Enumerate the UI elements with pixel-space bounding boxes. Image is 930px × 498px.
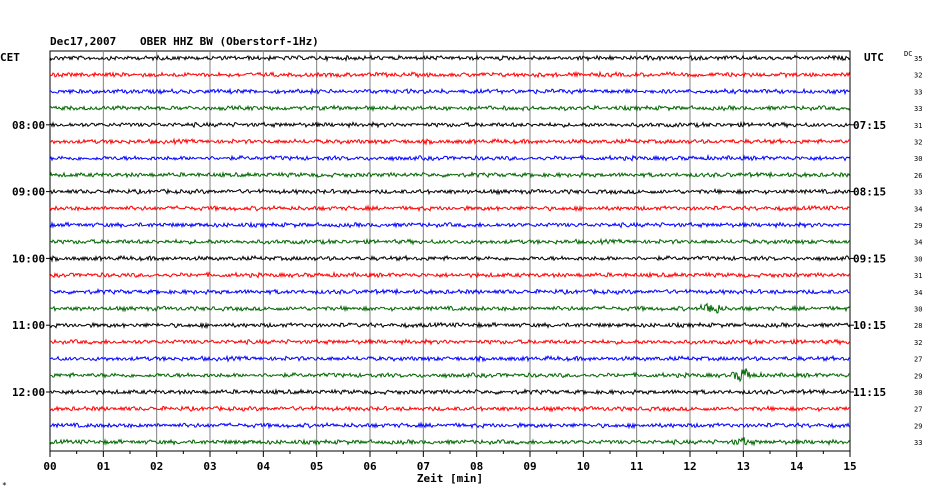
left-hour-label: 10:00 bbox=[12, 252, 45, 265]
seismic-trace bbox=[49, 70, 851, 79]
x-axis-label: Zeit [min] bbox=[417, 472, 483, 485]
dc-offset-label: 30 bbox=[914, 389, 922, 397]
dc-offset-label: 33 bbox=[914, 439, 922, 447]
x-tick-label: 02 bbox=[150, 460, 163, 473]
x-tick-label: 10 bbox=[577, 460, 590, 473]
dc-offset-label: 28 bbox=[914, 322, 922, 330]
label-layer: Dec17,2007 OBER HHZ BW (Oberstorf-1Hz) C… bbox=[0, 35, 922, 490]
dc-offset-label: 33 bbox=[914, 189, 922, 197]
seismic-trace bbox=[49, 321, 851, 330]
left-hour-label: 12:00 bbox=[12, 386, 45, 399]
dc-offset-label: 35 bbox=[914, 55, 922, 63]
right-hour-label: 10:15 bbox=[853, 319, 886, 332]
grid-layer bbox=[46, 50, 854, 457]
seismic-trace bbox=[49, 237, 851, 246]
dc-offset-label: 31 bbox=[914, 272, 922, 280]
seismic-trace bbox=[49, 120, 851, 129]
trace-layer bbox=[49, 54, 851, 447]
seismic-trace bbox=[49, 287, 851, 296]
header-date: Dec17,2007 bbox=[50, 35, 116, 48]
left-hour-label: 09:00 bbox=[12, 186, 45, 199]
x-tick-label: 12 bbox=[683, 460, 696, 473]
seismic-trace bbox=[49, 337, 851, 346]
footer-mark: * bbox=[2, 481, 7, 490]
seismic-trace bbox=[49, 254, 851, 263]
left-timezone: CET bbox=[0, 51, 20, 64]
x-tick-label: 03 bbox=[203, 460, 216, 473]
seismic-trace bbox=[49, 87, 851, 96]
header-station: OBER HHZ BW (Oberstorf-1Hz) bbox=[140, 35, 319, 48]
seismic-trace bbox=[49, 54, 851, 63]
seismic-trace bbox=[49, 302, 851, 314]
dc-offset-label: 31 bbox=[914, 122, 922, 130]
x-tick-label: 08 bbox=[470, 460, 483, 473]
right-hour-label: 11:15 bbox=[853, 386, 886, 399]
seismic-trace bbox=[49, 153, 851, 162]
right-timezone: UTC bbox=[864, 51, 884, 64]
x-tick-label: 01 bbox=[97, 460, 111, 473]
dc-offset-label: 29 bbox=[914, 422, 922, 430]
dc-offset-label: 32 bbox=[914, 339, 922, 347]
dc-offset-label: 32 bbox=[914, 139, 922, 147]
right-hour-label: 09:15 bbox=[853, 252, 886, 265]
seismic-trace bbox=[49, 354, 851, 363]
dc-offset-label: 27 bbox=[914, 356, 922, 364]
x-tick-label: 07 bbox=[417, 460, 430, 473]
x-tick-label: 05 bbox=[310, 460, 323, 473]
seismic-trace bbox=[49, 421, 851, 430]
seismic-trace bbox=[49, 104, 851, 112]
seismic-trace bbox=[49, 187, 851, 196]
dc-offset-label: 34 bbox=[914, 239, 922, 247]
dc-offset-label: 29 bbox=[914, 222, 922, 230]
left-hour-label: 11:00 bbox=[12, 319, 45, 332]
left-hour-label: 08:00 bbox=[12, 119, 45, 132]
x-tick-label: 11 bbox=[630, 460, 644, 473]
dc-offset-label: 30 bbox=[914, 306, 922, 314]
dc-offset-label: 29 bbox=[914, 372, 922, 380]
seismic-trace bbox=[49, 270, 851, 279]
seismic-trace bbox=[49, 221, 851, 230]
seismic-trace bbox=[49, 170, 851, 179]
x-tick-label: 15 bbox=[843, 460, 856, 473]
dc-offset-label: 33 bbox=[914, 105, 922, 113]
seismic-trace bbox=[49, 137, 851, 146]
x-tick-label: 06 bbox=[363, 460, 377, 473]
right-hour-label: 07:15 bbox=[853, 119, 886, 132]
seismic-trace bbox=[49, 436, 851, 447]
right-hour-label: 08:15 bbox=[853, 186, 886, 199]
x-tick-label: 04 bbox=[257, 460, 271, 473]
seismic-trace bbox=[49, 368, 851, 383]
dc-offset-label: 26 bbox=[914, 172, 922, 180]
seismic-trace bbox=[49, 204, 851, 213]
dc-offset-label: 34 bbox=[914, 289, 922, 297]
x-tick-label: 13 bbox=[737, 460, 750, 473]
dc-offset-label: 33 bbox=[914, 88, 922, 96]
x-tick-label: 00 bbox=[43, 460, 56, 473]
dc-offset-label: 32 bbox=[914, 72, 922, 80]
x-tick-label: 09 bbox=[523, 460, 536, 473]
x-tick-label: 14 bbox=[790, 460, 804, 473]
dc-offset-label: 30 bbox=[914, 155, 922, 163]
dc-offset-label: 27 bbox=[914, 406, 922, 414]
seismic-trace bbox=[49, 387, 851, 396]
dc-offset-label: 34 bbox=[914, 205, 922, 213]
seismic-trace bbox=[49, 405, 851, 413]
dc-label: DC bbox=[904, 50, 912, 58]
dc-offset-label: 30 bbox=[914, 255, 922, 263]
